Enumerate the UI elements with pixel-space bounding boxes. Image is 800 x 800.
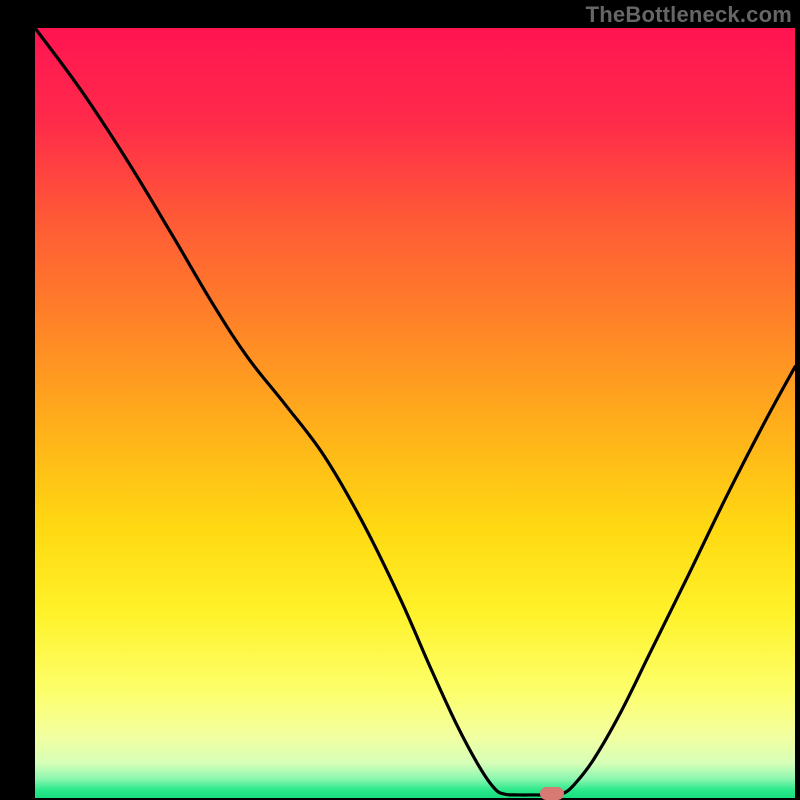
optimal-point-marker — [540, 787, 564, 800]
chart-root: TheBottleneck.com — [0, 0, 800, 800]
watermark-text: TheBottleneck.com — [586, 2, 792, 28]
curve-overlay — [0, 0, 800, 800]
bottleneck-curve — [35, 28, 795, 795]
